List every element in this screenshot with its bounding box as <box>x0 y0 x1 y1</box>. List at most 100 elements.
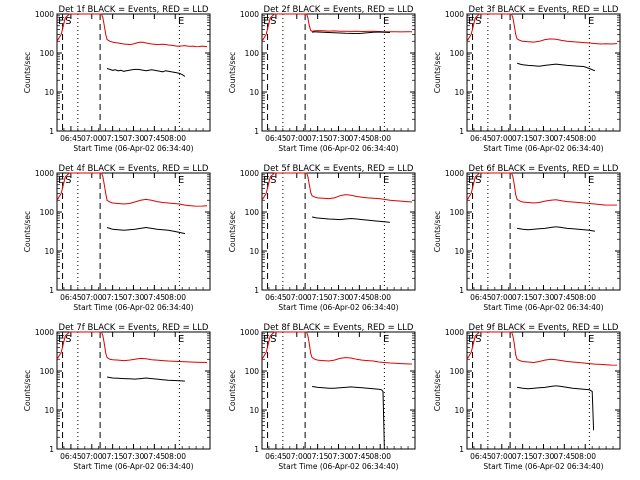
marker-letter: S <box>270 175 276 186</box>
x-tick-label: 07:15 <box>307 452 329 461</box>
x-tick-label: 07:45 <box>144 452 166 461</box>
chart-title: Det 2f BLACK = Events, RED = LLD <box>264 5 414 15</box>
y-tick-label: 1000 <box>35 328 54 337</box>
y-tick-label: 1000 <box>240 328 259 337</box>
marker-letter: E <box>58 175 64 186</box>
events-series-line <box>312 387 384 450</box>
marker-letter: E <box>588 334 594 345</box>
x-axis-label: Start Time (06-Apr-02 06:34:40) <box>73 462 193 471</box>
x-tick-label: 07:30 <box>123 293 145 302</box>
x-axis-label: Start Time (06-Apr-02 06:34:40) <box>278 303 398 312</box>
x-tick-label: 06:45 <box>265 293 287 302</box>
x-tick-label: 08:00 <box>574 452 596 461</box>
x-tick-label: 07:00 <box>491 134 513 143</box>
y-axis-label: Counts/sec <box>228 52 237 93</box>
x-tick-label: 07:15 <box>102 452 124 461</box>
x-tick-label: 07:45 <box>144 293 166 302</box>
marker-letter: E <box>588 16 594 27</box>
y-axis-label: Counts/sec <box>433 52 442 93</box>
chart-title: Det 9f BLACK = Events, RED = LLD <box>469 323 619 333</box>
marker-letter: S <box>270 16 276 27</box>
y-tick-label: 10 <box>454 406 464 415</box>
y-tick-label: 1 <box>49 445 54 454</box>
marker-letter: E <box>468 175 474 186</box>
x-tick-label: 07:45 <box>554 134 576 143</box>
y-axis-label: Counts/sec <box>433 370 442 411</box>
marker-letter: S <box>475 16 481 27</box>
y-tick-label: 1 <box>459 286 464 295</box>
x-tick-label: 07:45 <box>349 134 371 143</box>
events-series-line <box>517 63 595 71</box>
y-tick-label: 1000 <box>35 10 54 19</box>
y-tick-label: 1 <box>49 286 54 295</box>
marker-letter: S <box>65 334 71 345</box>
plot-frame <box>466 13 621 132</box>
x-tick-label: 07:30 <box>533 452 555 461</box>
x-axis-label: Start Time (06-Apr-02 06:34:40) <box>483 303 603 312</box>
events-series-line <box>107 377 185 381</box>
y-axis-label: Counts/sec <box>23 52 32 93</box>
events-series-line <box>517 227 595 232</box>
x-tick-label: 06:45 <box>265 134 287 143</box>
lld-series-line <box>57 332 207 363</box>
y-tick-label: 1000 <box>240 169 259 178</box>
events-series-line <box>107 69 185 77</box>
marker-letter: S <box>270 334 276 345</box>
y-tick-label: 1000 <box>445 169 464 178</box>
x-tick-label: 08:00 <box>369 452 391 461</box>
chart-title: Det 4f BLACK = Events, RED = LLD <box>59 164 209 174</box>
y-tick-label: 1 <box>49 127 54 136</box>
x-axis-label: Start Time (06-Apr-02 06:34:40) <box>73 303 193 312</box>
y-tick-label: 10 <box>454 88 464 97</box>
plot-frame <box>261 172 416 291</box>
y-tick-label: 100 <box>40 367 55 376</box>
x-tick-label: 07:00 <box>81 293 103 302</box>
y-tick-label: 100 <box>450 367 465 376</box>
x-tick-label: 07:45 <box>349 452 371 461</box>
x-axis-label: Start Time (06-Apr-02 06:34:40) <box>278 144 398 153</box>
y-tick-label: 1000 <box>240 10 259 19</box>
lld-series-line <box>262 173 412 202</box>
y-axis-label: Counts/sec <box>433 211 442 252</box>
x-tick-label: 07:45 <box>554 452 576 461</box>
plot-frame <box>56 13 211 132</box>
y-tick-label: 10 <box>249 88 259 97</box>
plot-frame <box>466 331 621 450</box>
y-tick-label: 100 <box>245 367 260 376</box>
x-tick-label: 07:15 <box>512 452 534 461</box>
marker-letter: E <box>178 16 184 27</box>
x-tick-label: 07:00 <box>286 293 308 302</box>
marker-letter: E <box>588 175 594 186</box>
lld-series-line <box>467 332 617 365</box>
x-tick-label: 07:15 <box>512 134 534 143</box>
y-tick-label: 100 <box>450 49 465 58</box>
plot-frame <box>56 331 211 450</box>
x-tick-label: 07:00 <box>491 293 513 302</box>
x-tick-label: 08:00 <box>574 134 596 143</box>
x-tick-label: 06:45 <box>470 452 492 461</box>
y-tick-label: 10 <box>249 406 259 415</box>
y-tick-label: 1 <box>254 127 259 136</box>
x-tick-label: 07:45 <box>554 293 576 302</box>
marker-letter: S <box>65 16 71 27</box>
x-axis-label: Start Time (06-Apr-02 06:34:40) <box>73 144 193 153</box>
y-tick-label: 100 <box>40 208 55 217</box>
chart-title: Det 5f BLACK = Events, RED = LLD <box>264 164 414 174</box>
y-tick-label: 100 <box>245 49 260 58</box>
y-axis-label: Counts/sec <box>228 370 237 411</box>
y-tick-label: 10 <box>249 247 259 256</box>
x-tick-label: 07:15 <box>102 293 124 302</box>
marker-letter: E <box>383 334 389 345</box>
marker-letter: E <box>263 334 269 345</box>
y-tick-label: 1000 <box>445 328 464 337</box>
lld-series-line <box>262 332 412 364</box>
x-tick-label: 07:00 <box>81 134 103 143</box>
x-tick-label: 08:00 <box>164 452 186 461</box>
x-tick-label: 08:00 <box>164 293 186 302</box>
x-tick-label: 07:45 <box>144 134 166 143</box>
y-axis-label: Counts/sec <box>23 370 32 411</box>
x-tick-label: 08:00 <box>369 293 391 302</box>
marker-letter: E <box>468 334 474 345</box>
chart-title: Det 1f BLACK = Events, RED = LLD <box>59 5 209 15</box>
marker-letter: E <box>58 16 64 27</box>
